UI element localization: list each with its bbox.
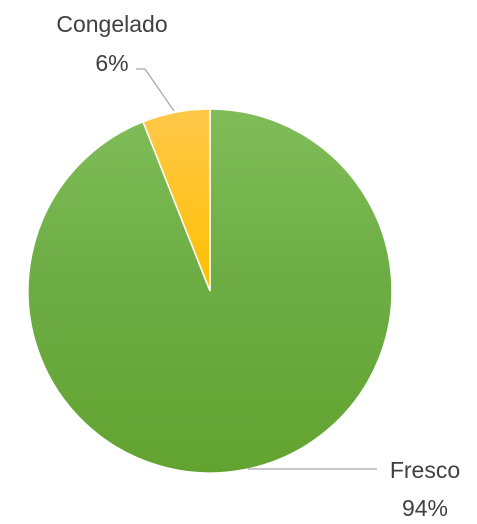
- data-labels: Congelado 6% Fresco 94%: [56, 11, 460, 521]
- pie-slice-congelado: [142, 108, 211, 292]
- leader-lines: [136, 68, 377, 470]
- leader-line-congelado: [136, 68, 175, 112]
- slice-value-congelado: 6%: [95, 50, 128, 76]
- pie-slices: [27, 108, 393, 474]
- slice-value-fresco: 94%: [402, 495, 448, 521]
- slice-label-congelado: Congelado: [56, 11, 167, 37]
- slice-label-fresco: Fresco: [390, 457, 460, 483]
